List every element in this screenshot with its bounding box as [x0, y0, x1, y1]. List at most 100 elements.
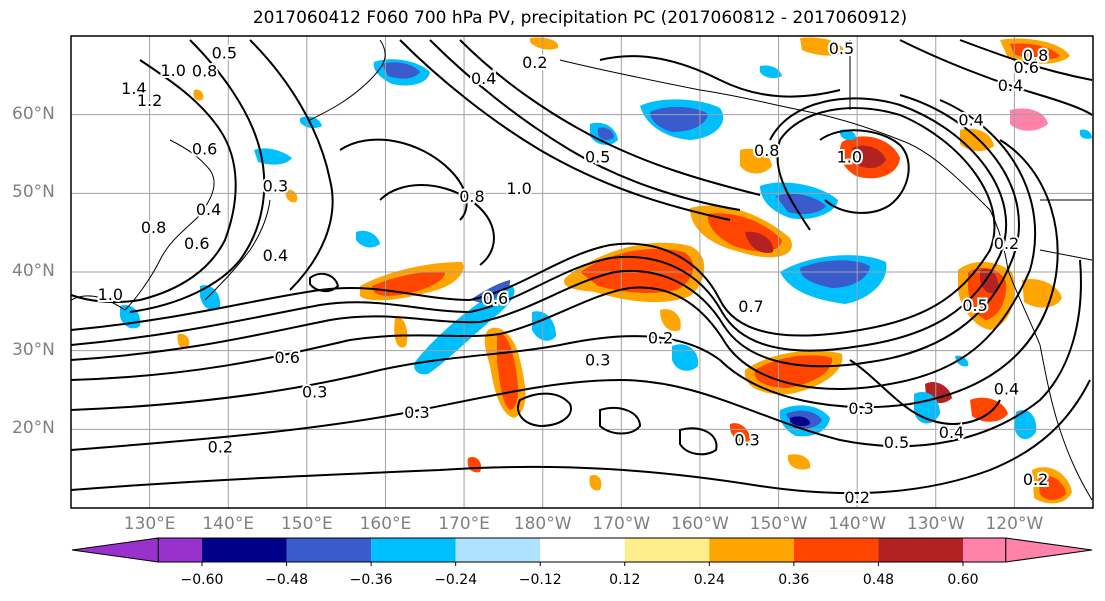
contour-label: 0.5 — [829, 39, 854, 58]
colorbar-tick-label: −0.36 — [349, 572, 393, 588]
precip-blob-positive — [980, 268, 999, 294]
pv-contour — [339, 138, 468, 221]
longitude-label: 120°W — [985, 514, 1044, 534]
pv-contour — [959, 39, 1093, 81]
contour-label: 0.8 — [459, 187, 484, 206]
colorbar-tick-label: −0.60 — [180, 572, 224, 588]
latitude-label: 30°N — [12, 339, 55, 360]
colorbar-tick-label: 0.48 — [862, 572, 895, 588]
latitude-label: 40°N — [12, 261, 55, 281]
contour-label: 0.4 — [998, 76, 1023, 95]
contour-label: 0.4 — [263, 246, 288, 265]
colorbar-segment — [286, 538, 372, 562]
pv-contour — [459, 39, 761, 196]
pv-contour — [429, 39, 741, 211]
pv-contour — [70, 259, 1082, 451]
precip-blob-negative — [382, 62, 420, 79]
colorbar — [71, 537, 1093, 566]
coastline-japan — [204, 199, 271, 301]
pv-contour — [70, 139, 1059, 411]
longitude-label: 160°E — [359, 514, 412, 534]
precip-blob-negative — [300, 116, 322, 129]
precip-blob-positive — [1010, 43, 1060, 60]
precip-blob-negative — [840, 129, 856, 141]
contour-label: 0.4 — [471, 69, 496, 88]
contour-label: 0.5 — [884, 433, 909, 452]
colorbar-segment — [793, 538, 879, 562]
contour-label: 0.4 — [939, 423, 964, 442]
precip-blob-negative — [200, 285, 221, 311]
colorbar-segment — [202, 538, 287, 562]
precip-blob-negative — [800, 260, 870, 288]
contour-label: 0.3 — [848, 399, 873, 418]
precip-blob-positive — [852, 145, 886, 169]
pv-contour — [819, 129, 910, 214]
contour-label: 0.6 — [274, 348, 299, 367]
contour-label: 1.0 — [837, 147, 862, 166]
contour-label: 0.4 — [958, 110, 983, 129]
precip-blob-negative — [650, 106, 708, 132]
longitude-label: 160°W — [671, 514, 729, 534]
pv-contour — [309, 272, 340, 292]
contour-label: 0.2 — [522, 53, 547, 72]
contour-label: 1.0 — [160, 61, 185, 80]
precip-blob-positive — [730, 423, 751, 446]
precip-blob-positive — [1022, 278, 1062, 308]
colorbar-segment — [878, 538, 963, 562]
colorbar-segment — [455, 538, 541, 562]
colorbar-tick-label: 0.24 — [693, 572, 725, 588]
colorbar-segment — [371, 538, 456, 562]
colorbar-tick-label: −0.12 — [518, 572, 562, 588]
contour-labels: 0.51.0 0.81.41.20.30.41.00.60.30.20.30.30… — [96, 37, 1051, 509]
precip-blob-positive — [589, 474, 602, 491]
pv-contour — [849, 359, 1001, 425]
contour-label: 0.8 — [192, 62, 217, 81]
pv-contour — [129, 39, 266, 313]
coastline-north-america — [1007, 269, 1093, 501]
precip-blob-negative — [1080, 129, 1092, 139]
colorbar-segment — [158, 538, 202, 562]
precip-blob-positive — [177, 333, 190, 349]
colorbar-extension-low — [71, 537, 159, 563]
contour-label: 0.7 — [738, 297, 763, 316]
coastline-asia — [70, 139, 215, 311]
longitude-label: 150°E — [280, 514, 333, 534]
contour-label: 0.2 — [1023, 470, 1048, 489]
pv-contour — [70, 379, 1091, 495]
contour-label: 1.4 — [121, 79, 146, 98]
longitude-label: 140°W — [828, 514, 887, 534]
pv-contours — [70, 39, 1093, 495]
longitude-label: 150°W — [749, 514, 808, 534]
precip-blob-positive — [740, 148, 772, 174]
longitude-label: 130°W — [906, 514, 965, 534]
longitude-label: 170°W — [592, 514, 651, 534]
precip-blob-negative — [955, 355, 969, 367]
precip-blob-positive — [660, 309, 681, 332]
contour-label: 0.2 — [844, 488, 869, 507]
latitude-label: 50°N — [12, 182, 55, 203]
contour-label: 0.8 — [754, 141, 779, 160]
precip-blob-negative — [790, 416, 810, 427]
colorbar-tick-label: 0.12 — [609, 572, 641, 588]
pv-contour — [599, 55, 841, 98]
pv-contour — [399, 39, 731, 221]
contour-label: 0.3 — [734, 431, 759, 450]
contour-label: 0.6 — [483, 289, 508, 308]
contour-label: 0.3 — [263, 177, 288, 196]
pv-contour — [679, 427, 718, 456]
contour-label: 0.4 — [196, 200, 221, 219]
coastline-kamchatka — [309, 39, 386, 121]
contour-label: 0.5 — [585, 147, 610, 166]
contour-label: 0.2 — [648, 328, 673, 347]
map-frame — [70, 35, 1094, 509]
contour-label: 1.2 — [137, 91, 162, 110]
precip-blob-negative — [254, 148, 292, 165]
contour-label: 0.2 — [994, 234, 1019, 253]
colorbar-extension-high — [1005, 537, 1093, 563]
pv-contour — [249, 39, 334, 291]
longitude-label: 130°E — [123, 514, 176, 534]
precip-blob-positive — [394, 317, 408, 348]
contour-label: 0.8 — [1023, 46, 1048, 65]
pv-contour — [70, 99, 1037, 391]
